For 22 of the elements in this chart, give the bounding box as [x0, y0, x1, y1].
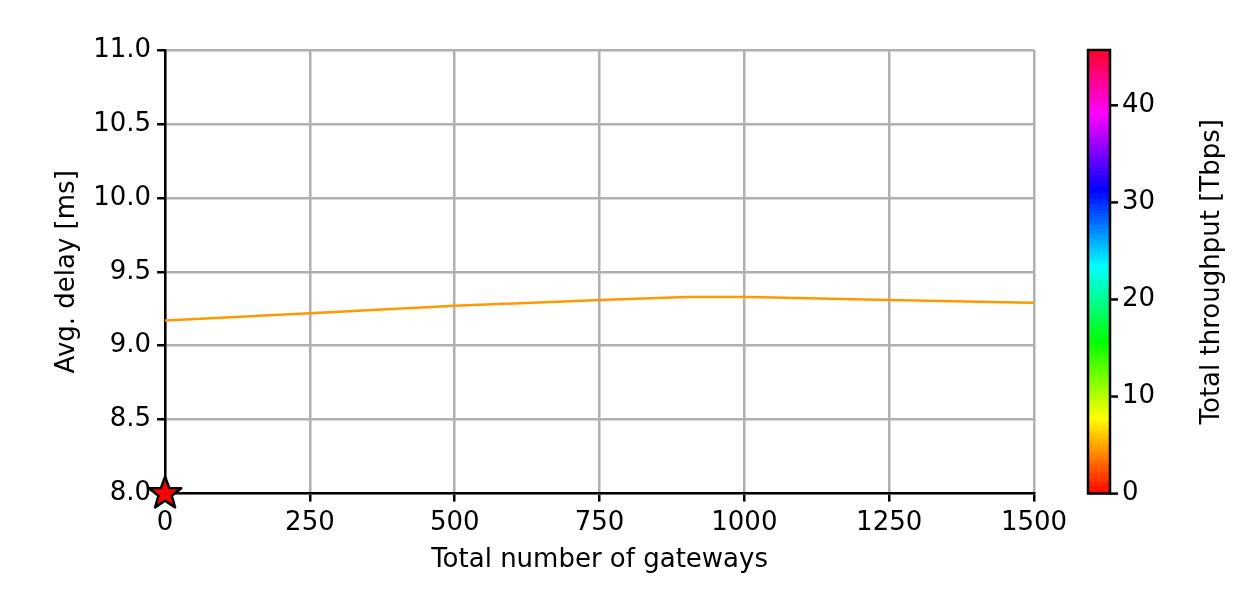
x-tick-label: 1500	[1000, 505, 1068, 536]
color-bar-label: 20	[1122, 282, 1156, 313]
y-tick-label: 11.0	[93, 32, 152, 63]
x-tick-label: 1250	[856, 505, 923, 536]
x-tick-label: 250	[285, 505, 335, 536]
y-tick-label: 10.0	[93, 180, 152, 211]
y-tick-label: 9.5	[109, 254, 152, 285]
x-axis-title: Total number of gateways	[430, 543, 768, 574]
y-tick-label: 10.5	[93, 106, 152, 137]
color-bar-label: 0	[1122, 476, 1139, 507]
color-bar-label: 30	[1122, 185, 1156, 216]
y-tick-label: 8.0	[109, 476, 152, 507]
x-tick-label: 0	[156, 505, 174, 536]
y-tick-label: 9.0	[109, 328, 152, 359]
y-tick-label: 8.5	[109, 402, 152, 433]
x-tick-label: 750	[574, 505, 625, 536]
x-tick-label: 1000	[711, 505, 778, 536]
color-bar-label: 40	[1122, 88, 1156, 119]
color-bar-label: 10	[1122, 379, 1156, 410]
x-tick-label: 500	[429, 505, 480, 536]
y-axis-title: Avg. delay [ms]	[50, 170, 81, 374]
color-bar-title: Total throughput [Tbps]	[1194, 119, 1225, 426]
